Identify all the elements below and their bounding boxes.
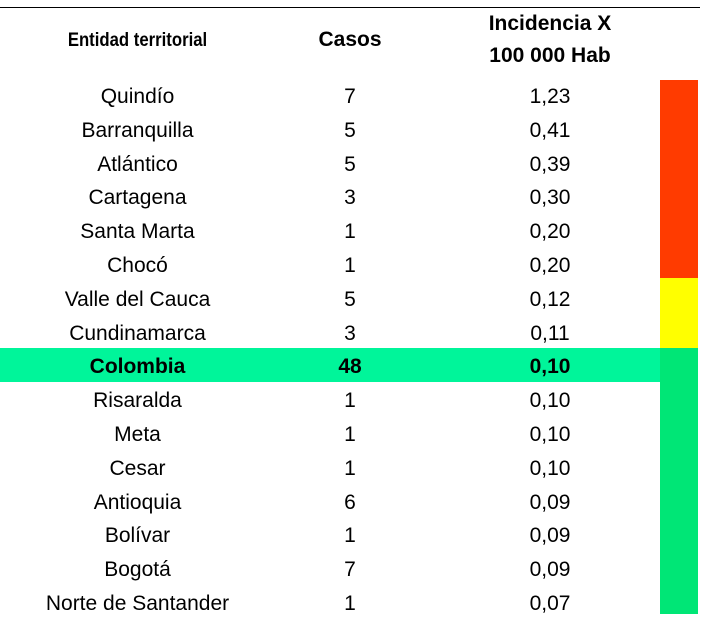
incidence-cell: 1,23 [529, 85, 571, 108]
cases-cell: 7 [344, 558, 356, 582]
incidence-cell: 0,20 [529, 220, 571, 244]
incidence-cell: 0,09 [529, 558, 571, 582]
cases-cell: 1 [344, 456, 356, 480]
cases-cell: 1 [344, 423, 356, 446]
incidence-cell: 0,09 [529, 524, 571, 548]
cases-cell: 5 [344, 287, 356, 311]
entity-cell: Santa Marta [80, 220, 195, 244]
cases-cell: 6 [344, 490, 356, 514]
cases-cell: 48 [338, 355, 362, 379]
header-entity: Entidad territorial [67, 30, 208, 51]
entity-cell: Bogotá [104, 558, 171, 582]
entity-cell: Colombia [89, 355, 186, 379]
entity-cell: Chocó [107, 254, 168, 277]
entity-cell: Meta [114, 423, 161, 446]
cases-cell: 1 [344, 254, 356, 277]
entity-cell: Valle del Cauca [64, 287, 211, 311]
incidence-cell: 0,12 [529, 287, 571, 311]
header-incidence-1: Incidencia X [488, 12, 612, 35]
entity-cell: Cesar [109, 456, 166, 480]
cases-cell: 1 [344, 524, 356, 548]
top-rule [0, 7, 700, 8]
header-cases: Casos [318, 28, 382, 51]
risk-high [660, 80, 698, 278]
national-row-band [0, 348, 660, 382]
risk-medium [660, 278, 698, 348]
entity-cell: Barranquilla [81, 118, 194, 142]
incidence-cell: 0,20 [529, 254, 571, 277]
incidence-cell: 0,10 [529, 423, 571, 446]
cases-cell: 3 [344, 186, 356, 210]
entity-cell: Bolívar [104, 524, 171, 548]
incidence-cell: 0,10 [529, 389, 571, 413]
incidence-cell: 0,30 [529, 186, 571, 210]
entity-cell: Atlántico [97, 152, 178, 176]
incidence-cell: 0,10 [529, 355, 571, 379]
cases-cell: 7 [344, 85, 356, 108]
incidence-cell: 0,11 [530, 321, 570, 345]
entity-cell: Norte de Santander [45, 592, 230, 615]
cases-cell: 1 [344, 220, 356, 244]
entity-cell: Cartagena [88, 186, 187, 210]
cases-cell: 1 [344, 389, 356, 413]
entity-cell: Cundinamarca [69, 321, 206, 345]
header-incidence-2: 100 000 Hab [489, 44, 611, 67]
incidence-cell: 0,09 [529, 490, 571, 514]
cases-cell: 3 [344, 321, 356, 345]
cases-cell: 5 [344, 118, 356, 142]
incidence-cell: 0,10 [529, 456, 571, 480]
cases-cell: 1 [344, 592, 356, 615]
incidence-cell: 0,41 [529, 118, 571, 142]
entity-cell: Antioquia [93, 490, 182, 514]
incidence-cell: 0,39 [529, 152, 571, 176]
entity-cell: Quindío [100, 85, 175, 108]
cases-cell: 5 [344, 152, 356, 176]
risk-low [660, 348, 698, 614]
entity-cell: Risaralda [93, 389, 182, 413]
incidence-cell: 0,07 [529, 592, 571, 615]
